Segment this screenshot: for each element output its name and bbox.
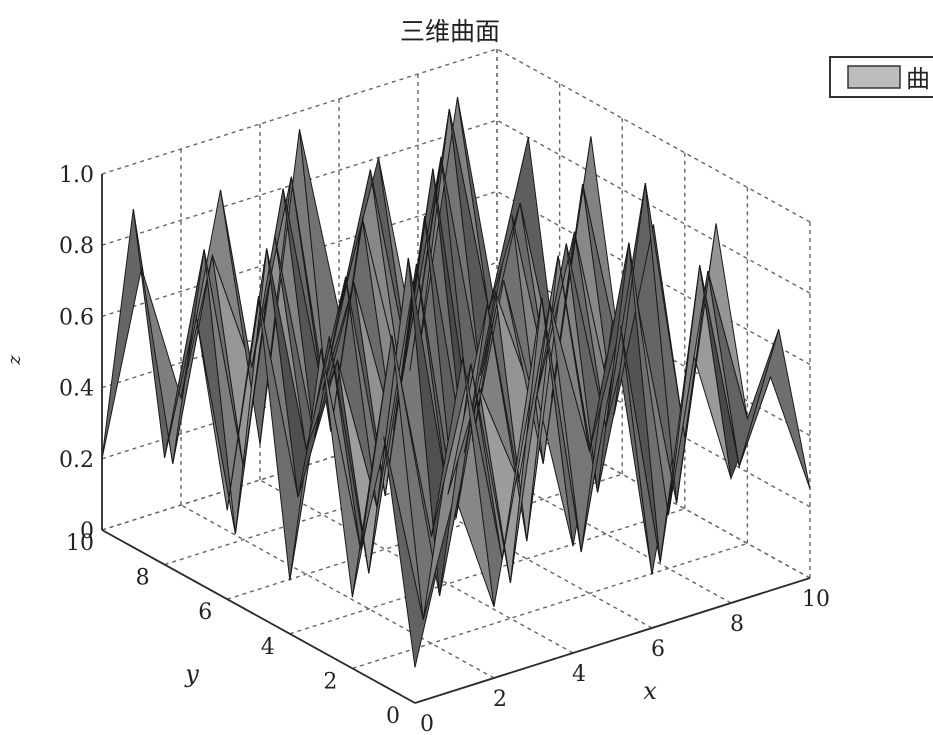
x-axis-label: x: [643, 677, 657, 705]
floor-grid-line: [180, 504, 495, 679]
back-wall-grid-line: [101, 119, 498, 246]
floor-grid-line: [352, 542, 748, 670]
y-axis-line: [101, 529, 416, 704]
back-wall-grid-line: [101, 48, 498, 175]
floor-grid-line: [226, 473, 623, 600]
x-tick-label: 0: [420, 712, 434, 735]
x-axis-line: [414, 577, 811, 704]
z-tick-label: 0.4: [59, 377, 94, 402]
legend-entry: 曲: [906, 65, 930, 93]
z-tick-label: 0.8: [59, 234, 94, 259]
x-tick-label: 8: [730, 612, 744, 637]
side-wall-grid-line: [496, 48, 811, 223]
side-wall-grid-line: [496, 119, 811, 294]
y-tick-label: 8: [136, 566, 150, 591]
chart-title: 三维曲面: [400, 17, 500, 46]
z-axis-label: z: [4, 355, 25, 366]
y-axis-label: y: [184, 660, 199, 688]
z-tick-label: 0.2: [59, 448, 94, 473]
y-tick-label: 2: [323, 669, 337, 694]
x-tick-label: 2: [493, 687, 507, 712]
surface-patch: [738, 329, 811, 490]
z-tick-label: 0: [80, 519, 94, 544]
axis-lines: [101, 174, 811, 704]
y-tick-label: 4: [261, 635, 275, 660]
floor-grid-line: [289, 508, 686, 635]
z-tick-label: 1.0: [59, 163, 94, 188]
x-tick-label: 6: [651, 637, 665, 662]
legend-swatch: [847, 65, 901, 89]
y-tick-label: 6: [198, 600, 212, 625]
surface-patches: [101, 97, 811, 668]
y-tick-label: 10: [66, 531, 94, 556]
x-tick-label: 4: [572, 662, 586, 687]
z-tick-label: 0.6: [59, 305, 94, 330]
legend: 曲: [829, 56, 933, 98]
x-tick-label: 10: [802, 587, 830, 612]
y-tick-label: 0: [386, 704, 400, 729]
